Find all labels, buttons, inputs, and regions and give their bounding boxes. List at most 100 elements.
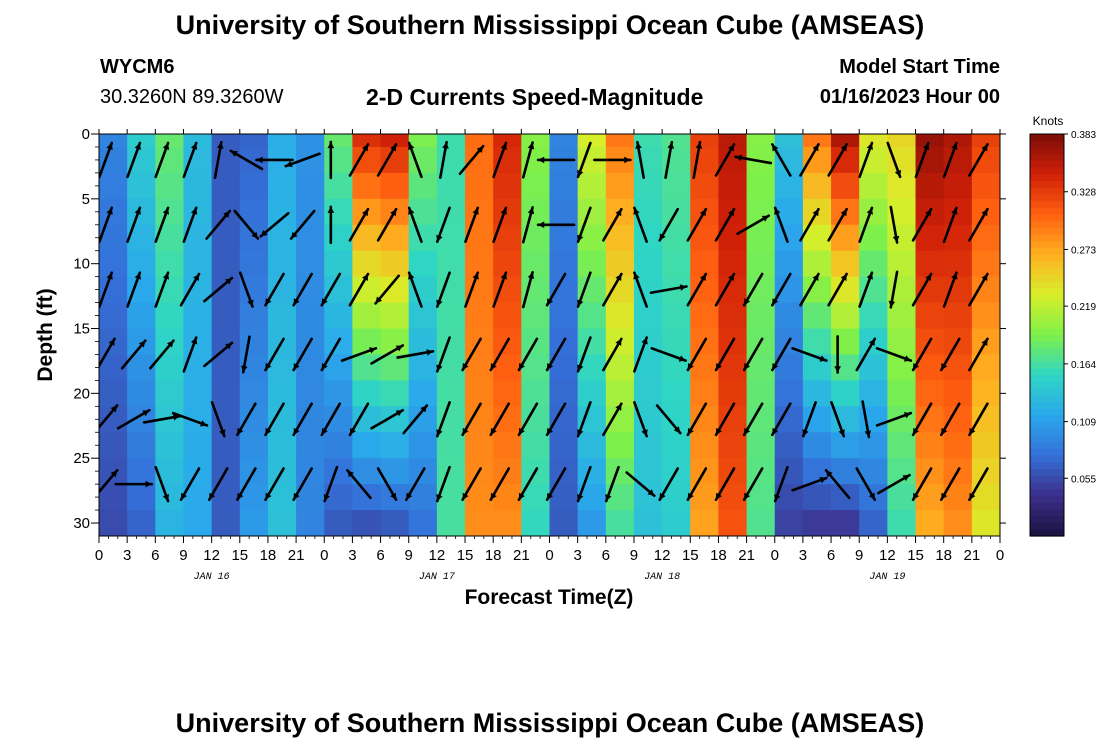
heatmap-cell bbox=[239, 510, 269, 536]
current-arrow bbox=[576, 271, 592, 308]
current-arrow bbox=[633, 401, 648, 438]
x-tick-label: 3 bbox=[799, 547, 807, 564]
current-arrow bbox=[229, 149, 264, 171]
current-arrow bbox=[407, 271, 423, 308]
heatmap-cell bbox=[943, 146, 973, 174]
colorbar-step bbox=[1030, 301, 1064, 309]
heatmap-cell bbox=[380, 172, 410, 200]
x-tick-label: 21 bbox=[738, 547, 755, 564]
heatmap-cell bbox=[155, 134, 185, 148]
heatmap-cell bbox=[859, 302, 888, 330]
colorbar-tick-label: 0.273 bbox=[1071, 245, 1096, 256]
x-tick-label: 15 bbox=[231, 547, 248, 564]
heatmap-cell bbox=[296, 134, 325, 148]
heatmap-cell bbox=[662, 302, 691, 330]
current-arrow bbox=[734, 154, 773, 165]
current-arrow bbox=[492, 141, 508, 179]
current-arrow bbox=[968, 207, 989, 242]
colorbar-step bbox=[1030, 201, 1064, 209]
heatmap-cell bbox=[127, 172, 156, 200]
heatmap-cell bbox=[718, 302, 748, 330]
heatmap-cell bbox=[887, 432, 917, 459]
heatmap-cell bbox=[971, 406, 1000, 433]
heatmap-cell bbox=[605, 276, 635, 304]
heatmap-cell bbox=[436, 380, 466, 407]
heatmap-cell bbox=[352, 406, 382, 433]
heatmap-cell bbox=[746, 432, 776, 459]
heatmap-cell bbox=[633, 250, 663, 278]
current-arrow bbox=[521, 141, 535, 179]
current-arrow bbox=[238, 271, 254, 308]
current-arrow bbox=[742, 467, 764, 502]
current-arrow bbox=[461, 337, 482, 372]
current-arrow bbox=[435, 206, 451, 243]
current-arrow bbox=[340, 346, 378, 362]
heatmap-cell bbox=[887, 134, 917, 148]
x-tick-label: 9 bbox=[630, 547, 638, 564]
current-arrow bbox=[517, 467, 539, 502]
heatmap-cell bbox=[774, 276, 804, 304]
current-arrow bbox=[858, 141, 874, 179]
current-vectors bbox=[99, 140, 989, 503]
heatmap-cell bbox=[324, 432, 354, 459]
heatmap-cell bbox=[662, 432, 691, 459]
current-arrow bbox=[407, 141, 423, 179]
heatmap-cell bbox=[859, 198, 888, 226]
heatmap-cell bbox=[436, 134, 466, 148]
current-arrow bbox=[154, 141, 170, 179]
heatmap-cell bbox=[99, 458, 128, 485]
current-arrow bbox=[545, 272, 567, 307]
heatmap-cell bbox=[718, 510, 748, 536]
current-arrow bbox=[348, 143, 370, 177]
heatmap-cell bbox=[155, 432, 185, 459]
colorbar-step bbox=[1030, 194, 1064, 202]
current-arrow bbox=[545, 337, 567, 372]
heatmap-cell bbox=[887, 510, 917, 536]
y-tick-label: 5 bbox=[82, 191, 90, 208]
x-tick-label: 6 bbox=[602, 547, 610, 564]
heatmap-cell bbox=[493, 146, 522, 174]
current-arrow bbox=[323, 465, 339, 503]
heatmap-cell bbox=[718, 172, 748, 200]
heatmap-cell bbox=[99, 510, 128, 536]
current-arrow bbox=[633, 206, 648, 243]
current-arrow bbox=[99, 469, 119, 494]
heatmap-cell bbox=[267, 172, 297, 200]
current-arrow bbox=[210, 401, 226, 438]
heatmap-cell bbox=[267, 380, 297, 407]
heatmap-cell bbox=[324, 380, 354, 407]
current-arrow bbox=[536, 156, 576, 164]
heatmap-cell bbox=[859, 510, 888, 536]
current-arrow bbox=[179, 467, 201, 502]
currents-chart: 0 3 6 9 12 15 18 21 0 3 6 9 12 15 18 21 0 3 6 9 12 15 18 21 0 3 6 9… bbox=[34, 114, 1096, 609]
heatmap-cell bbox=[155, 354, 185, 381]
colorbar-step bbox=[1030, 381, 1064, 390]
heatmap-cell bbox=[267, 406, 297, 433]
heatmap-cell bbox=[690, 134, 720, 148]
current-arrow bbox=[126, 141, 142, 179]
x-tick-label: 0 bbox=[771, 547, 779, 564]
heatmap-cell bbox=[127, 510, 156, 536]
heatmap-cell bbox=[296, 302, 325, 330]
current-arrow bbox=[99, 206, 114, 243]
current-arrow bbox=[492, 271, 508, 308]
heatmap-cell bbox=[436, 302, 466, 330]
current-arrow bbox=[142, 413, 181, 424]
heatmap-cell bbox=[971, 134, 1000, 148]
heatmap-cell bbox=[605, 458, 635, 485]
current-arrow bbox=[517, 402, 539, 437]
heatmap-cell bbox=[408, 354, 438, 381]
heatmap-cell bbox=[746, 172, 776, 200]
heatmap-cell bbox=[155, 484, 185, 511]
heatmap-cell bbox=[380, 432, 410, 459]
heatmap-cell bbox=[774, 302, 804, 330]
heatmap-cell bbox=[915, 250, 945, 278]
heatmap-cell bbox=[746, 302, 776, 330]
colorbar-step bbox=[1030, 321, 1064, 329]
current-arrow bbox=[126, 206, 142, 243]
colorbar-step bbox=[1030, 509, 1064, 517]
heatmap-cell bbox=[127, 146, 156, 174]
current-arrow bbox=[576, 465, 592, 503]
heatmap-cell bbox=[211, 432, 241, 459]
heatmap-cell bbox=[183, 302, 213, 330]
